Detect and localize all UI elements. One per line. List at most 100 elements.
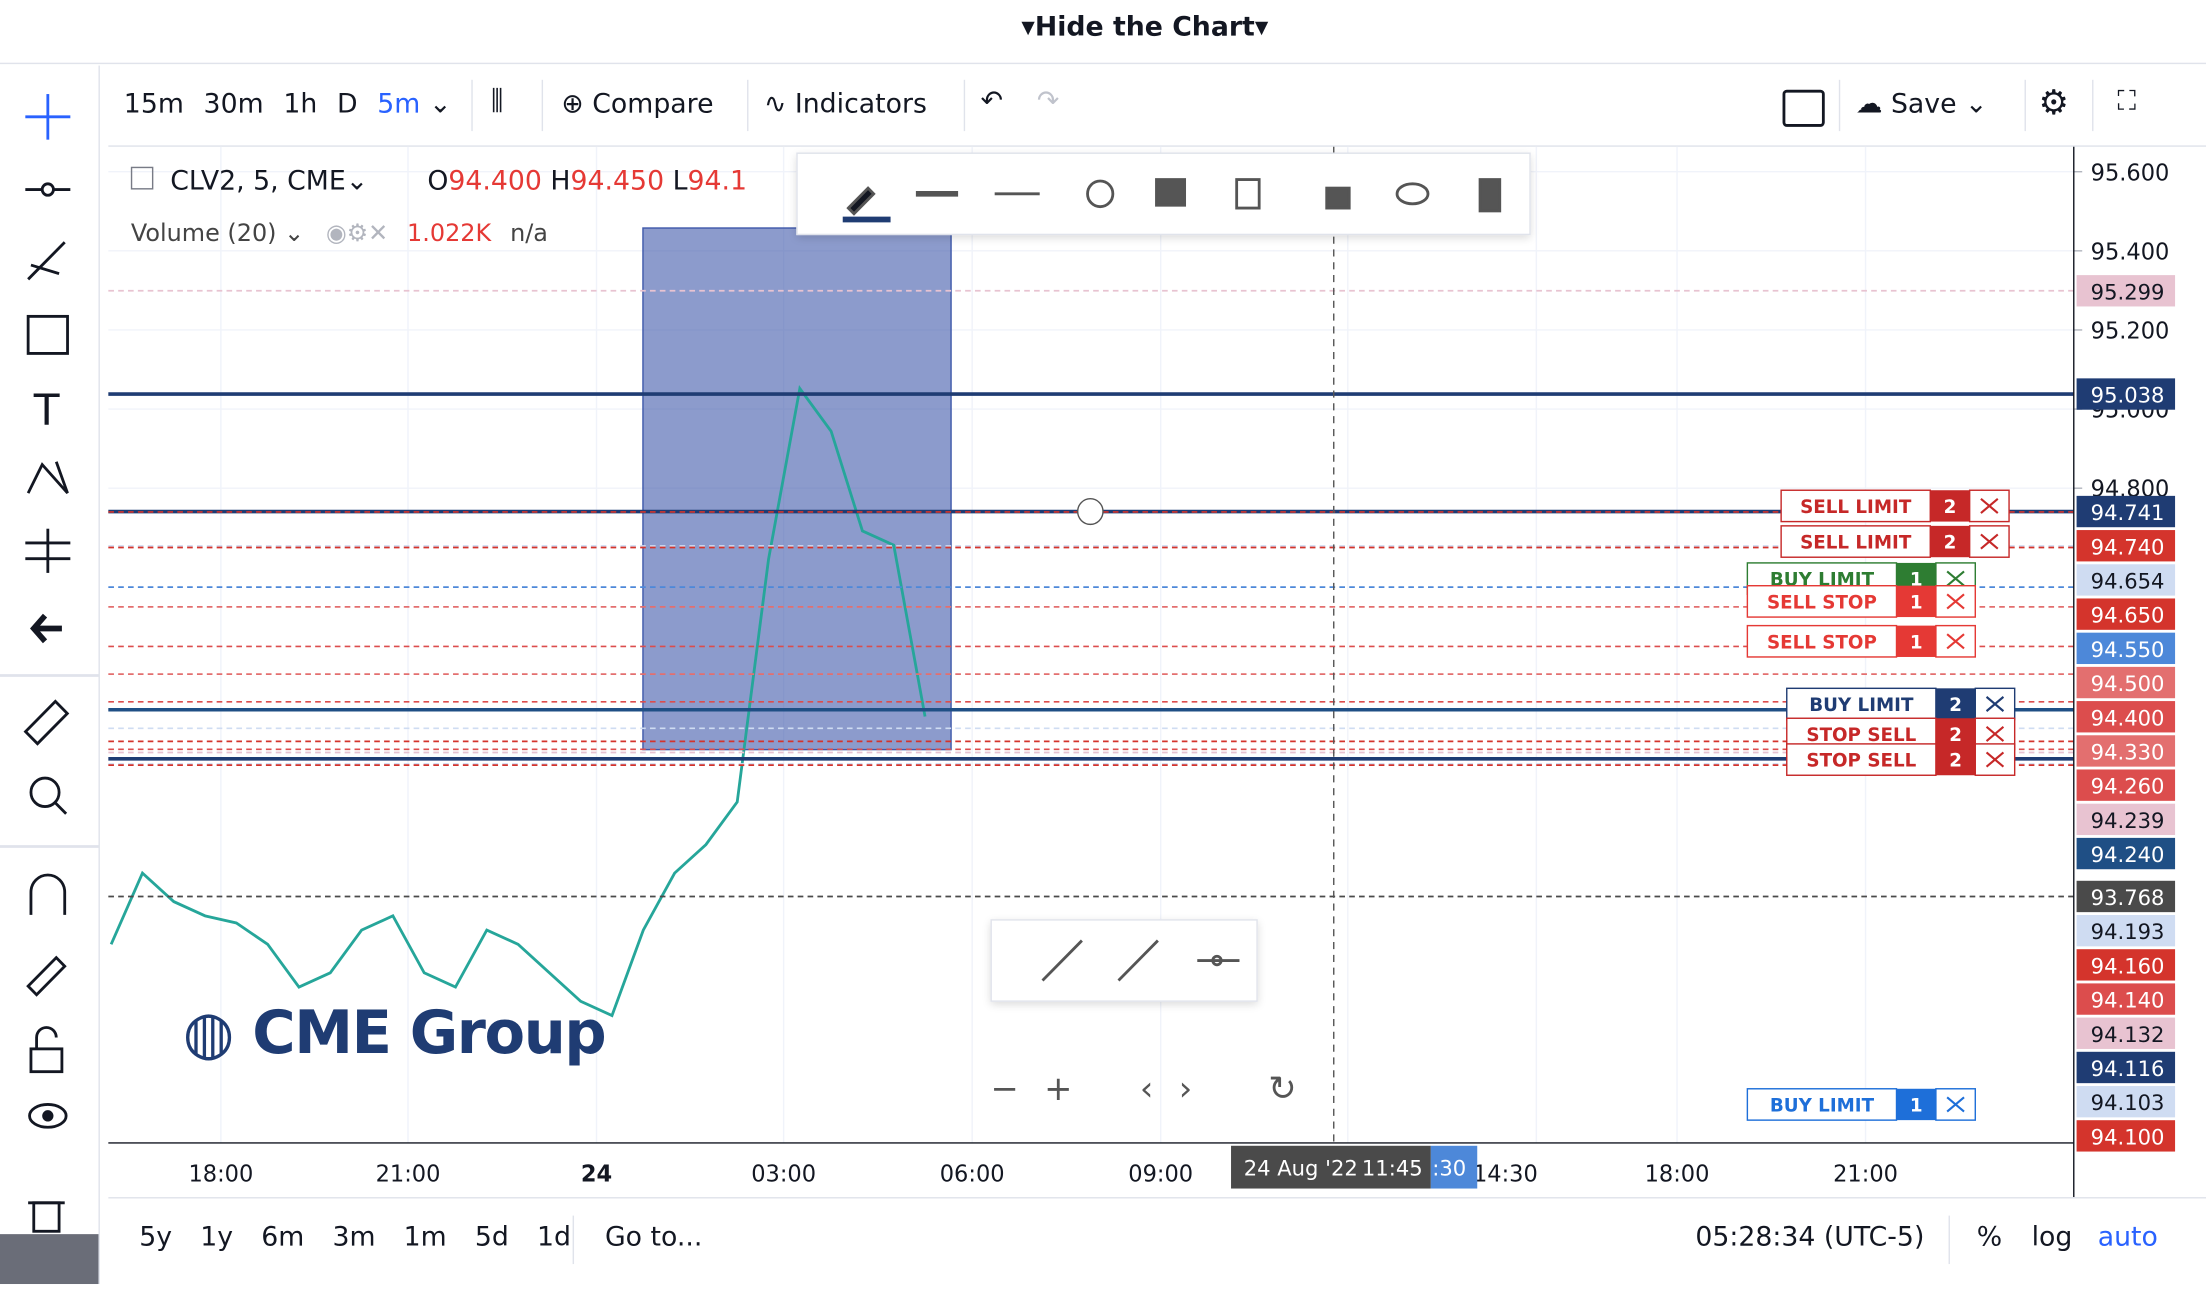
order-qty: 1 bbox=[1910, 570, 1923, 591]
drawing-tool-icons bbox=[842, 178, 1502, 223]
price-label: 94.160 bbox=[2091, 954, 2165, 979]
order-qty-box bbox=[1930, 490, 1970, 522]
interval-button[interactable]: 1h bbox=[283, 88, 318, 120]
price-label: 94.140 bbox=[2091, 989, 2165, 1014]
bottom-toolbar: 5y 1y 6m 3m 1m 5d 1d Go to... 05:28:34 (UTC-5)… bbox=[108, 1197, 2206, 1285]
order-cancel-icon bbox=[1946, 1096, 1965, 1113]
price-label: 94.103 bbox=[2091, 1091, 2165, 1116]
order-label: SELL LIMIT bbox=[1800, 497, 1912, 518]
zoom-out[interactable]: − bbox=[990, 1068, 1019, 1109]
settings-button[interactable]: ⚙ bbox=[2038, 82, 2069, 123]
layout-button[interactable] bbox=[1782, 89, 1825, 127]
zoom-controls: − + ‹ › ↻ bbox=[990, 1069, 1296, 1109]
interval-button[interactable]: 30m bbox=[203, 88, 264, 120]
indicators-button[interactable]: ∿ Indicators bbox=[763, 88, 927, 120]
range-button[interactable]: 1d bbox=[536, 1221, 571, 1253]
order-label: SELL STOP bbox=[1767, 592, 1877, 613]
scroll-left[interactable]: ‹ bbox=[1139, 1068, 1154, 1109]
range-button[interactable]: 1y bbox=[200, 1221, 234, 1253]
price-label: 94.550 bbox=[2091, 638, 2165, 663]
fullscreen-button[interactable]: ⛶ bbox=[2117, 85, 2137, 117]
x-tick-label: 18:00 bbox=[188, 1161, 253, 1187]
price-label: 95.038 bbox=[2091, 383, 2165, 408]
price-label-box bbox=[2076, 701, 2176, 733]
order-cancel-icon bbox=[1946, 593, 1965, 610]
crosshair-clock: 11:45 bbox=[1362, 1157, 1423, 1182]
order-label-box bbox=[1786, 743, 1937, 776]
interval-button[interactable]: D bbox=[336, 88, 358, 120]
compare-button[interactable]: ⊕ Compare bbox=[561, 88, 714, 120]
range-button[interactable]: 1m bbox=[403, 1221, 447, 1253]
price-label-box bbox=[2076, 632, 2176, 665]
goto-button[interactable]: Go to... bbox=[604, 1221, 703, 1253]
price-label-box bbox=[2076, 1120, 2176, 1152]
hide-chart-toggle[interactable]: ▾Hide the Chart▾ bbox=[1021, 11, 1269, 43]
order-widget[interactable]: SELL LIMIT 2 bbox=[1780, 525, 2010, 558]
save-button[interactable]: ☁ Save ⌄ bbox=[1855, 88, 1988, 120]
watermark: ◍ CME Group bbox=[182, 997, 607, 1068]
ohlc-open: 94.400 bbox=[448, 165, 542, 197]
price-label-box bbox=[2076, 914, 2176, 947]
order-qty: 1 bbox=[1910, 632, 1923, 653]
crosshair-time-box bbox=[1231, 1145, 1431, 1189]
x-tick-label: 24 bbox=[581, 1161, 612, 1187]
order-label-box bbox=[1746, 624, 1898, 658]
price-label: 94.193 bbox=[2091, 920, 2165, 945]
order-label-box bbox=[1786, 687, 1937, 721]
price-label-box bbox=[2076, 837, 2176, 870]
order-qty: 1 bbox=[1910, 592, 1923, 613]
range-button[interactable]: 3m bbox=[332, 1221, 376, 1253]
reset-view[interactable]: ↻ bbox=[1268, 1068, 1297, 1109]
order-qty: 2 bbox=[1949, 751, 1962, 772]
interval-button[interactable]: 15m bbox=[123, 88, 184, 120]
volume-value: 1.022K bbox=[407, 219, 492, 248]
compare-text: Compare bbox=[592, 88, 714, 120]
collapse-button[interactable] bbox=[0, 1234, 99, 1285]
range-group: 5y 1y 6m 3m 1m 5d 1d bbox=[139, 1221, 571, 1252]
ohlc-low: 94.1 bbox=[687, 165, 748, 197]
price-label-box bbox=[2076, 530, 2176, 562]
price-label-box bbox=[2076, 880, 2176, 913]
order-widget[interactable]: BUY LIMIT 1 bbox=[1746, 1088, 1976, 1121]
range-button[interactable]: 6m bbox=[261, 1221, 305, 1253]
order-label-box bbox=[1746, 585, 1898, 618]
price-label: 95.299 bbox=[2091, 280, 2165, 305]
ohlc-key: O bbox=[427, 165, 449, 197]
order-cancel-icon bbox=[1985, 751, 2005, 768]
scroll-right[interactable]: › bbox=[1178, 1068, 1193, 1109]
chart-style-button[interactable]: ⫼ bbox=[491, 85, 504, 117]
redo-button[interactable]: ↷ bbox=[1036, 85, 1060, 117]
order-widget[interactable]: SELL STOP 1 bbox=[1746, 585, 1976, 618]
order-widget[interactable]: SELL LIMIT 2 bbox=[1780, 489, 2010, 523]
price-label: 94.240 bbox=[2091, 843, 2165, 868]
price-label-box bbox=[2076, 598, 2176, 630]
range-button[interactable]: 5d bbox=[474, 1221, 509, 1253]
log-toggle[interactable]: log bbox=[2031, 1221, 2073, 1253]
order-label: BUY LIMIT bbox=[1809, 695, 1914, 716]
order-cancel-icon bbox=[1946, 633, 1965, 650]
indicators-text: Indicators bbox=[794, 88, 927, 120]
interval-dropdown[interactable]: ⌄ bbox=[429, 88, 452, 120]
order-widget[interactable]: STOP SELL 2 bbox=[1786, 743, 2016, 776]
order-widget[interactable]: SELL STOP 1 bbox=[1746, 624, 1976, 658]
undo-button[interactable]: ↶ bbox=[980, 85, 1004, 117]
percent-toggle[interactable]: % bbox=[1976, 1221, 2003, 1253]
order-label-box bbox=[1780, 525, 1931, 558]
price-label-box bbox=[2076, 949, 2176, 981]
x-tick-label: 03:00 bbox=[751, 1161, 816, 1187]
interval-button[interactable]: 5m bbox=[377, 88, 421, 120]
symbol-name[interactable]: CLV2, 5, CME bbox=[170, 165, 346, 197]
zoom-in[interactable]: + bbox=[1044, 1068, 1073, 1109]
order-cancel-icon bbox=[1985, 725, 2005, 742]
range-button[interactable]: 5y bbox=[139, 1221, 173, 1253]
auto-toggle[interactable]: auto bbox=[2097, 1221, 2158, 1253]
order-label-box bbox=[1780, 489, 1931, 523]
top-strip: ▾Hide the Chart▾ bbox=[0, 0, 2206, 65]
line-tool-icons bbox=[1041, 939, 1240, 982]
price-label: 94.741 bbox=[2091, 501, 2165, 526]
price-label-box bbox=[2076, 735, 2176, 767]
price-label-box bbox=[2076, 495, 2176, 528]
order-widget[interactable]: BUY LIMIT 2 bbox=[1786, 687, 2016, 721]
crosshair-time-box-tail bbox=[1430, 1145, 1478, 1189]
